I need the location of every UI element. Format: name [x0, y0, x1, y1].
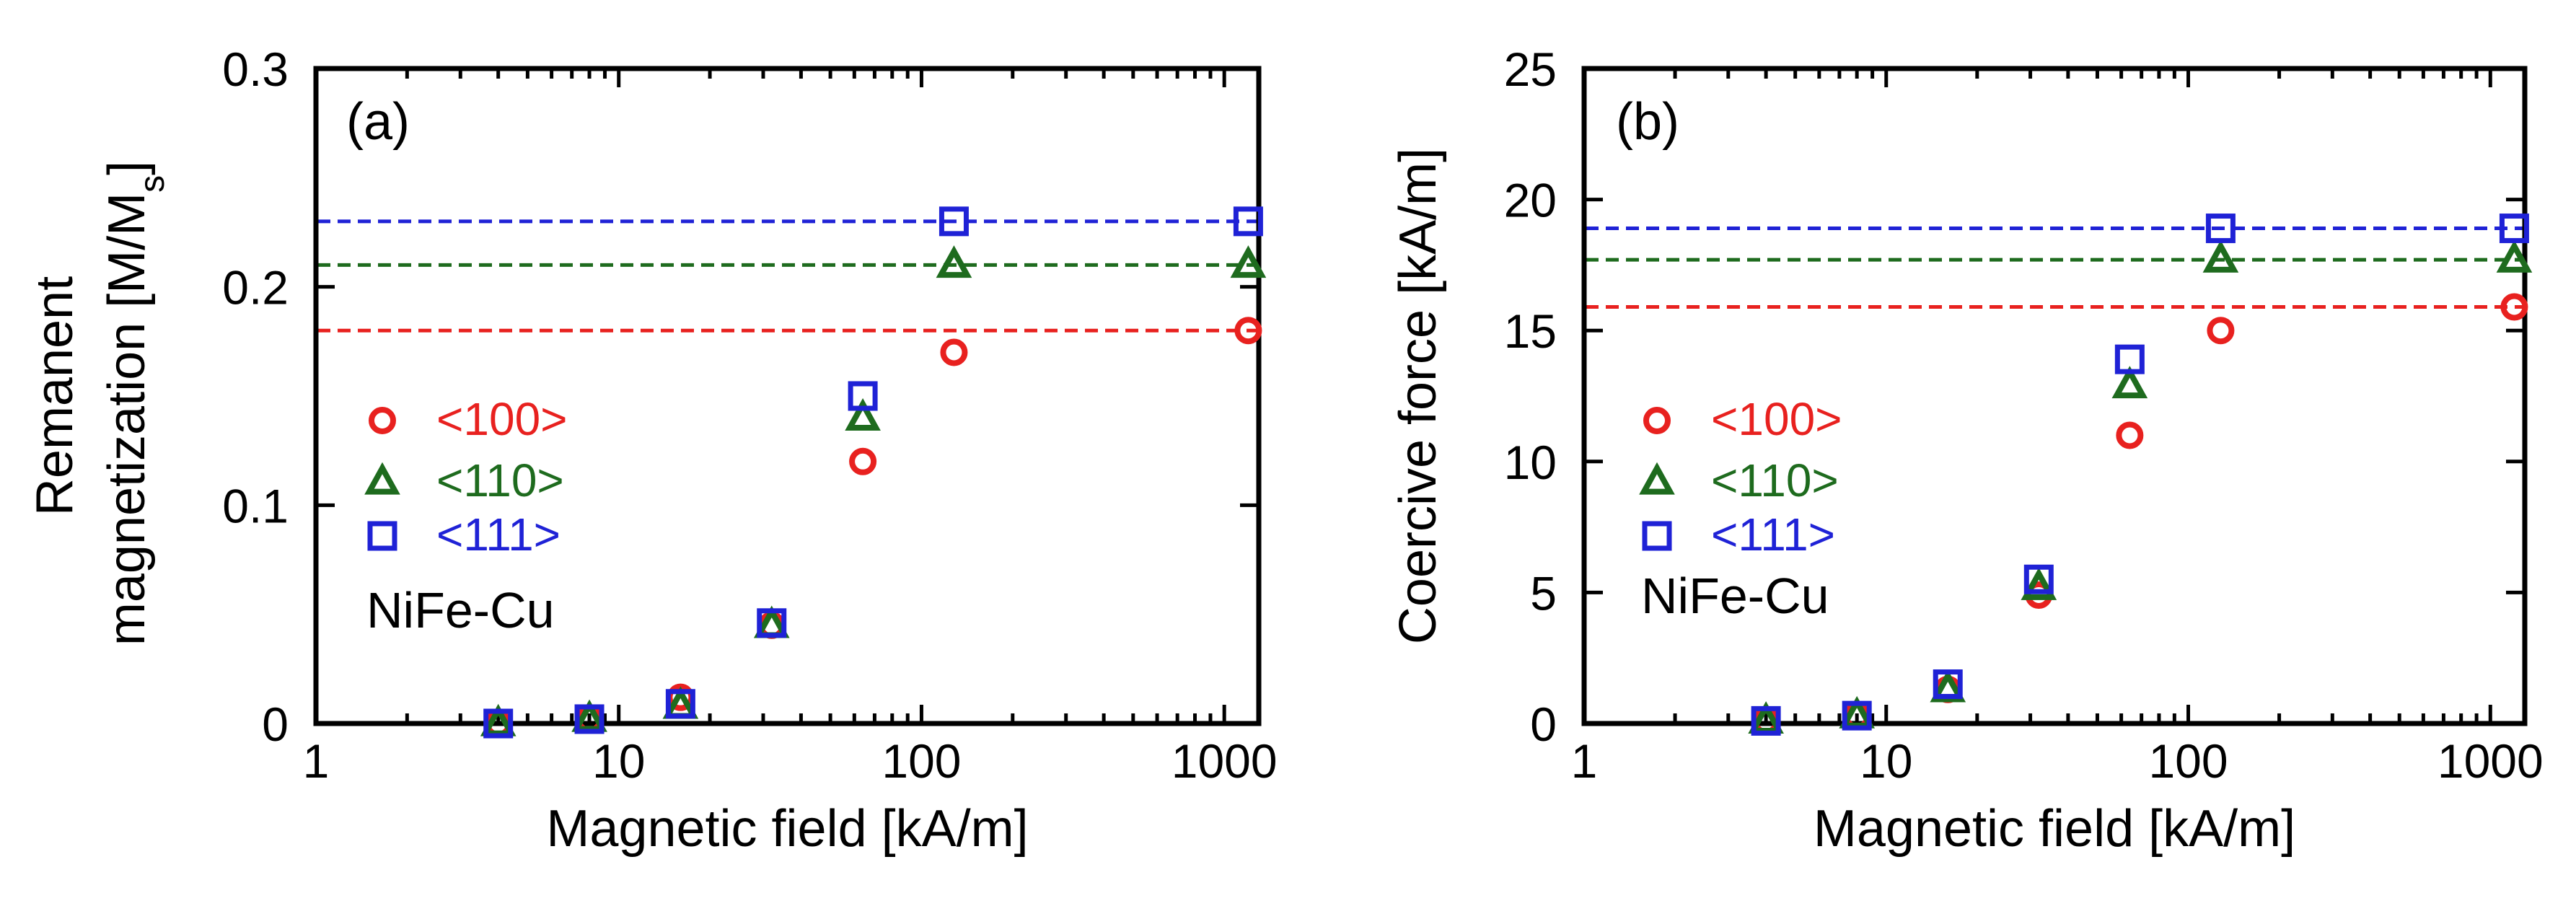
y-axis-label-line1: Remanent	[26, 276, 84, 516]
y-axis-label-subscript: s	[133, 175, 172, 193]
data-point-110	[2202, 239, 2239, 273]
data-point-100	[940, 338, 968, 366]
x-tick-label: 10	[1860, 734, 1912, 788]
legend-marker-111	[367, 521, 397, 551]
data-point-111	[1842, 700, 1872, 731]
data-point-100	[2500, 293, 2528, 321]
data-point-110	[936, 245, 972, 278]
data-point-111	[2205, 214, 2236, 244]
legend-label-100: <100>	[436, 393, 568, 445]
data-point-100	[849, 447, 877, 475]
legend-marker-110	[364, 462, 400, 495]
legend-label-110: <110>	[436, 454, 564, 506]
y-tick-label: 20	[1504, 174, 1557, 227]
data-point-110	[845, 397, 881, 431]
legend: <100> <110><111>	[1639, 393, 1842, 560]
data-point-111	[938, 206, 969, 237]
plot-frame	[1581, 66, 2528, 726]
plot-frame	[313, 66, 1262, 726]
data-point-111	[574, 704, 605, 734]
x-tick-label: 100	[882, 734, 961, 788]
y-tick-label: 10	[1504, 436, 1557, 489]
legend-label-111: <111>	[1711, 509, 1835, 560]
y-tick-label: 0.2	[222, 261, 289, 315]
series-110	[1748, 239, 2533, 734]
series-110	[480, 245, 1267, 736]
data-point-110	[1930, 669, 1966, 703]
data-point-111	[2499, 214, 2529, 244]
series-111	[1751, 214, 2529, 736]
panel-letter: (a)	[346, 93, 410, 151]
series-111	[483, 206, 1263, 739]
y-tick-label: 0.3	[222, 43, 289, 96]
x-tick-label: 1	[303, 734, 330, 788]
data-point-110	[2496, 239, 2533, 273]
data-point-111	[2114, 344, 2145, 374]
data-point-111	[757, 608, 787, 638]
data-point-100	[1234, 317, 1262, 345]
legend-marker-100	[1643, 407, 1671, 434]
y-axis-label-main: magnetization [M/M	[98, 193, 156, 646]
x-tick-label: 1	[1571, 734, 1598, 788]
data-point-100	[2207, 317, 2235, 345]
data-point-111	[1233, 206, 1263, 237]
y-axis-label-line2: magnetization [M/Ms]	[98, 161, 172, 646]
x-tick-label: 10	[592, 734, 645, 788]
x-axis-label: Magnetic field [kA/m]	[1814, 800, 2295, 858]
data-point-111	[1933, 669, 1963, 700]
data-point-111	[665, 689, 695, 719]
data-point-110	[2021, 567, 2057, 600]
legend-label-100: <100>	[1711, 393, 1842, 445]
data-point-111	[1751, 705, 1781, 736]
y-tick-label: 5	[1530, 566, 1557, 620]
y-tick-label: 0	[262, 698, 289, 751]
y-tick-label: 0	[1530, 698, 1557, 751]
data-point-110	[2111, 366, 2148, 399]
legend: <100> <110><111>	[364, 393, 568, 560]
panel-letter: (b)	[1616, 93, 1679, 151]
legend-label-111: <111>	[436, 509, 561, 560]
sample-annotation: NiFe-Cu	[366, 582, 555, 638]
data-point-110	[1230, 245, 1267, 278]
panel-b: 1 10 100 1000 0 5 10 15 20 25 Magnetic field [kA/m…	[1389, 43, 2544, 858]
data-point-111	[2023, 564, 2054, 594]
y-axis-label-tail: ]	[98, 161, 156, 175]
y-axis-label: Coercive force [kA/m]	[1389, 148, 1447, 644]
sample-annotation: NiFe-Cu	[1641, 568, 1829, 624]
y-tick-label: 0.1	[222, 479, 289, 532]
legend-label-110: <110>	[1711, 454, 1839, 506]
x-axis-label: Magnetic field [kA/m]	[546, 800, 1028, 858]
x-tick-label: 100	[2148, 734, 2228, 788]
legend-marker-100	[369, 407, 396, 434]
x-tick-label: 1000	[1171, 734, 1278, 788]
data-point-111	[483, 708, 514, 739]
data-point-111	[848, 381, 878, 411]
x-tick-label: 1000	[2437, 734, 2544, 788]
y-tick-label: 25	[1504, 43, 1557, 96]
legend-marker-111	[1642, 521, 1672, 551]
y-tick-label: 15	[1504, 304, 1557, 358]
legend-marker-110	[1639, 462, 1675, 495]
panel-a: 1 10 100 1000 0 0.1 0.2 0.3 Magnetic field [kA/m…	[26, 43, 1278, 858]
data-point-100	[2116, 421, 2144, 449]
